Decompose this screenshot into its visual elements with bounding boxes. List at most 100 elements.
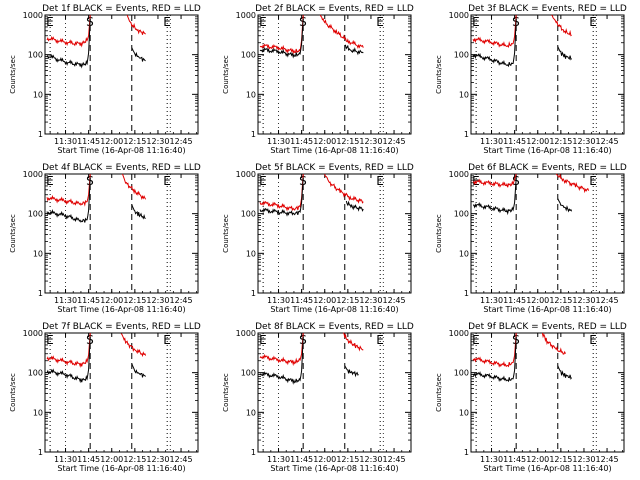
x-axis-label: Start Time (16-Apr-08 11:16:40) xyxy=(57,146,185,155)
marker-label-e: E xyxy=(259,15,267,29)
y-tick-label: 100 xyxy=(454,369,469,378)
marker-label-e: E xyxy=(589,15,597,29)
x-tick-label: 12:00 xyxy=(526,455,549,464)
x-tick-label: 12:30 xyxy=(359,137,382,146)
x-tick-label: 12:15 xyxy=(336,296,359,305)
marker-label-e: E xyxy=(259,174,267,188)
marker-label-e: E xyxy=(163,174,171,188)
x-tick-label: 12:30 xyxy=(359,455,382,464)
y-axis-label: Counts/sec xyxy=(435,55,443,94)
y-axis-label: Counts/sec xyxy=(222,214,230,253)
y-tick-label: 10 xyxy=(33,408,43,417)
x-tick-label: 11:30 xyxy=(54,296,77,305)
series-black-segment-1 xyxy=(472,336,517,383)
series-red-segment-2 xyxy=(126,14,146,35)
x-tick-label: 11:45 xyxy=(503,137,526,146)
x-tick-label: 11:45 xyxy=(503,296,526,305)
x-tick-label: 12:00 xyxy=(313,296,336,305)
x-tick-label: 12:30 xyxy=(146,137,169,146)
x-tick-label: 11:45 xyxy=(77,455,100,464)
x-tick-label: 11:30 xyxy=(267,455,290,464)
x-tick-label: 12:30 xyxy=(146,455,169,464)
series-red-segment-2 xyxy=(541,332,566,355)
plot-title: Det 9f BLACK = Events, RED = LLD xyxy=(468,322,627,332)
plot-frame xyxy=(44,14,199,135)
series-red-segment-2 xyxy=(122,173,147,201)
x-tick-label: 12:00 xyxy=(313,137,336,146)
plot-frame xyxy=(44,332,199,453)
x-axis-label: Start Time (16-Apr-08 11:16:40) xyxy=(483,305,611,314)
marker-label-e: E xyxy=(472,333,480,347)
x-tick-label: 12:45 xyxy=(596,296,619,305)
y-tick-label: 1000 xyxy=(23,11,43,20)
detector-plot-8: Det 8f BLACK = Events, RED = LLD 1 10 100 10… xyxy=(222,322,414,473)
x-tick-label: 12:30 xyxy=(572,455,595,464)
y-tick-label: 10 xyxy=(33,90,43,99)
y-tick-label: 1 xyxy=(251,448,256,457)
marker-label-e: E xyxy=(376,333,384,347)
marker-label-e: E xyxy=(376,174,384,188)
series-red-segment-1 xyxy=(259,14,304,55)
series-red-segment-1 xyxy=(472,173,517,188)
series-black-segment-2 xyxy=(344,365,359,378)
y-axis-label: Counts/sec xyxy=(9,214,17,253)
series-black-segment-1 xyxy=(259,177,304,217)
y-tick-label: 1 xyxy=(38,130,43,139)
series-black-segment-2 xyxy=(344,44,364,56)
x-axis-label: Start Time (16-Apr-08 11:16:40) xyxy=(483,464,611,473)
x-tick-label: 12:15 xyxy=(336,455,359,464)
marker-label-e: E xyxy=(163,15,171,29)
y-tick-label: 1 xyxy=(251,289,256,298)
x-tick-label: 12:45 xyxy=(383,455,406,464)
x-tick-label: 12:30 xyxy=(146,296,169,305)
marker-label-e: E xyxy=(589,333,597,347)
series-black-segment-2 xyxy=(345,200,364,212)
y-tick-label: 1000 xyxy=(449,11,469,20)
x-axis-label: Start Time (16-Apr-08 11:16:40) xyxy=(483,146,611,155)
x-tick-label: 12:45 xyxy=(596,455,619,464)
y-tick-label: 1 xyxy=(38,289,43,298)
detector-plot-6: Det 6f BLACK = Events, RED = LLD 1 10 100 10… xyxy=(435,163,627,314)
plot-title: Det 4f BLACK = Events, RED = LLD xyxy=(42,163,201,173)
x-axis-label: Start Time (16-Apr-08 11:16:40) xyxy=(270,146,398,155)
plot-title: Det 5f BLACK = Events, RED = LLD xyxy=(255,163,414,173)
y-tick-label: 1 xyxy=(464,289,469,298)
series-black-segment-1 xyxy=(259,336,304,385)
series-black-segment-2 xyxy=(131,363,146,378)
marker-label-e: E xyxy=(259,333,267,347)
series-red-segment-1 xyxy=(472,332,517,368)
x-tick-label: 11:30 xyxy=(267,296,290,305)
plot-frame xyxy=(470,332,625,453)
x-axis-label: Start Time (16-Apr-08 11:16:40) xyxy=(57,464,185,473)
y-tick-label: 1000 xyxy=(23,329,43,338)
y-tick-label: 10 xyxy=(246,408,256,417)
x-tick-label: 12:15 xyxy=(549,296,572,305)
marker-label-e: E xyxy=(589,174,597,188)
y-axis-label: Counts/sec xyxy=(435,214,443,253)
series-red-segment-1 xyxy=(259,173,304,212)
plot-title: Det 8f BLACK = Events, RED = LLD xyxy=(255,322,414,332)
plot-frame xyxy=(470,14,625,135)
x-tick-label: 11:30 xyxy=(480,137,503,146)
series-red-segment-1 xyxy=(46,14,91,48)
series-red-segment-2 xyxy=(319,14,364,49)
plot-frame xyxy=(257,332,412,453)
series-red-segment-1 xyxy=(259,332,304,367)
y-axis-label: Counts/sec xyxy=(222,373,230,412)
y-tick-label: 100 xyxy=(28,369,43,378)
series-red-segment-2 xyxy=(342,332,364,352)
y-tick-label: 1000 xyxy=(236,170,256,179)
series-red-segment-2 xyxy=(324,173,364,204)
marker-label-e: E xyxy=(46,15,54,29)
series-red-segment-1 xyxy=(46,332,91,368)
x-tick-label: 12:00 xyxy=(526,296,549,305)
detector-plot-4: Det 4f BLACK = Events, RED = LLD 1 10 100 10… xyxy=(9,163,201,314)
y-tick-label: 10 xyxy=(459,408,469,417)
x-tick-label: 11:30 xyxy=(480,296,503,305)
y-tick-label: 1000 xyxy=(23,170,43,179)
plot-frame xyxy=(44,173,199,294)
plot-title: Det 6f BLACK = Events, RED = LLD xyxy=(468,163,627,173)
detector-plot-7: Det 7f BLACK = Events, RED = LLD 1 10 100 10… xyxy=(9,322,201,473)
y-tick-label: 100 xyxy=(241,369,256,378)
marker-label-e: E xyxy=(472,15,480,29)
